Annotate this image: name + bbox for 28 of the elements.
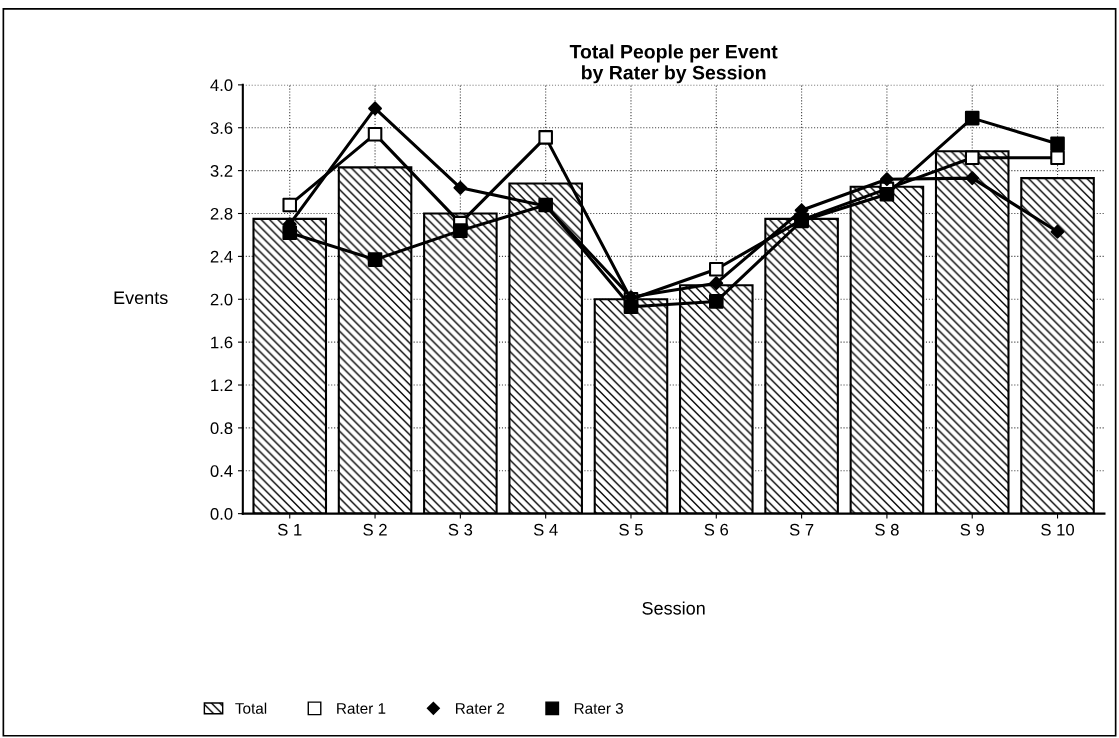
legend-label: Rater 2	[456, 703, 505, 714]
legend-label: Total	[235, 702, 267, 714]
x-tick-label: S 4	[533, 523, 558, 536]
chart-title: Total People per Event by Rater by Session	[569, 44, 778, 84]
y-tick-label: 3.2	[210, 165, 233, 177]
legend-label: Rater 3	[574, 703, 624, 714]
y-axis-title: Events	[114, 291, 168, 305]
y-tick-label: 0.4	[210, 465, 233, 477]
x-tick-label: S 2	[363, 523, 387, 536]
x-tick-label: S 8	[875, 523, 899, 536]
y-tick-label: 0.0	[210, 508, 233, 520]
y-tick-label: 2.0	[210, 293, 233, 306]
y-tick-label: 3.6	[210, 122, 233, 134]
x-axis-title: Session	[642, 601, 705, 615]
y-tick-label: 2.8	[210, 207, 233, 220]
x-tick-label: S 3	[448, 523, 473, 536]
x-tick-label: S 1	[277, 523, 302, 536]
x-tick-label: S 7	[789, 523, 814, 536]
x-tick-label: S 9	[960, 523, 984, 536]
x-tick-label: S 5	[619, 523, 643, 536]
y-tick-label: 0.8	[210, 422, 233, 435]
y-tick-label: 1.2	[211, 379, 233, 392]
x-tick-label: S 6	[704, 523, 729, 536]
x-tick-label: S 10	[1041, 523, 1075, 536]
y-tick-label: 1.6	[211, 336, 233, 349]
legend-label: Rater 1	[337, 703, 386, 714]
y-tick-label: 4.0	[210, 79, 233, 92]
y-tick-label: 2.4	[210, 250, 233, 263]
